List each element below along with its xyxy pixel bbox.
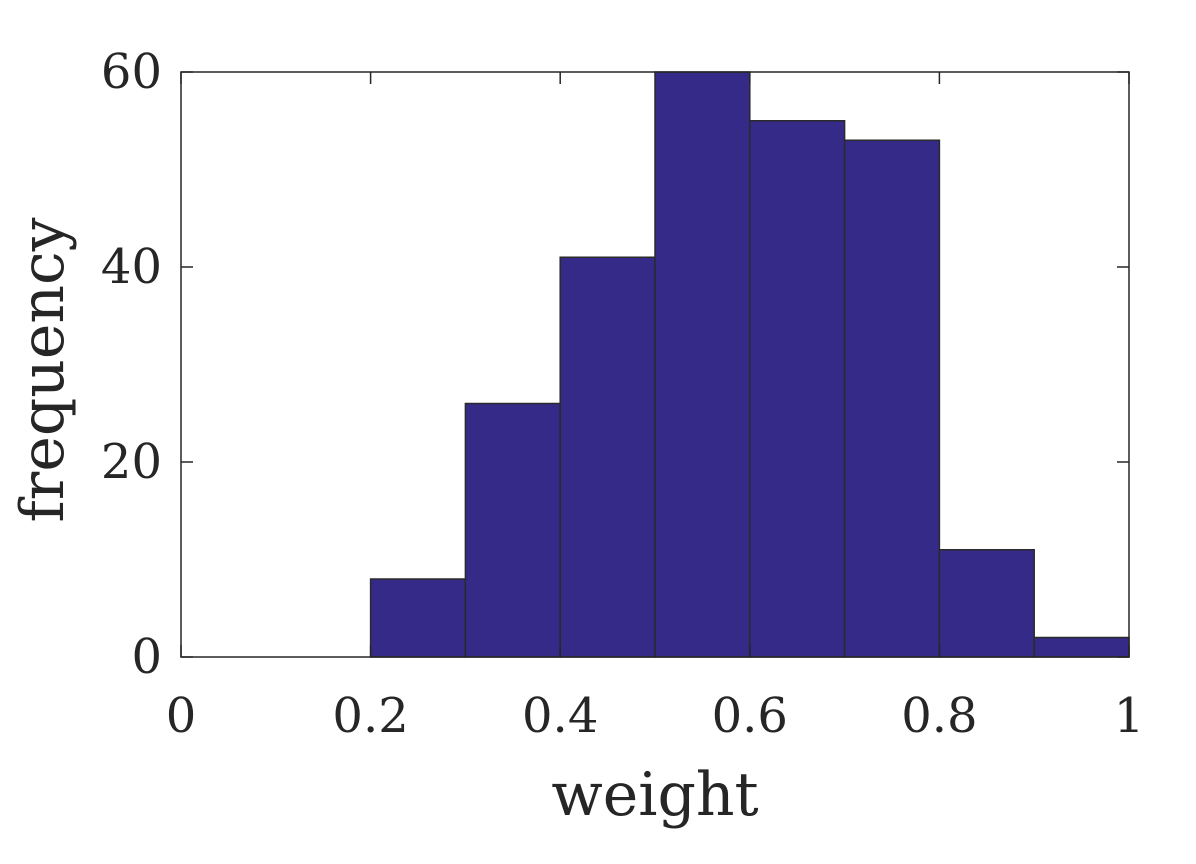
histogram-bar-4 [749, 120, 846, 658]
histogram-bar-2 [559, 256, 656, 658]
histogram-bar-0 [369, 578, 467, 658]
bars-layer [369, 71, 1130, 658]
y-tick-label-1: 20 [101, 434, 162, 490]
y-tick-label-3: 60 [101, 44, 162, 100]
plot-frame [180, 71, 1130, 658]
histogram-bar-6 [938, 549, 1035, 658]
x-tick-label-3: 0.6 [712, 688, 788, 744]
tick-labels-layer: 0 0.2 0.4 0.6 0.8 1 0 20 40 60 [101, 44, 1144, 744]
x-tick-label-2: 0.4 [522, 688, 598, 744]
ticks-layer [180, 71, 1130, 658]
y-tick-label-0: 0 [131, 629, 162, 685]
histogram-bar-3 [654, 71, 751, 658]
x-tick-label-1: 0.2 [332, 688, 408, 744]
histogram-bar-5 [843, 139, 941, 658]
x-tick-label-0: 0 [166, 688, 197, 744]
histogram-bar-1 [464, 402, 561, 658]
y-axis-title: frequency [8, 217, 78, 522]
x-tick-label-5: 1 [1114, 688, 1145, 744]
histogram-bar-7 [1033, 636, 1130, 658]
x-tick-label-4: 0.8 [901, 688, 977, 744]
y-tick-label-2: 40 [101, 239, 162, 295]
x-axis-title: weight [551, 760, 758, 830]
